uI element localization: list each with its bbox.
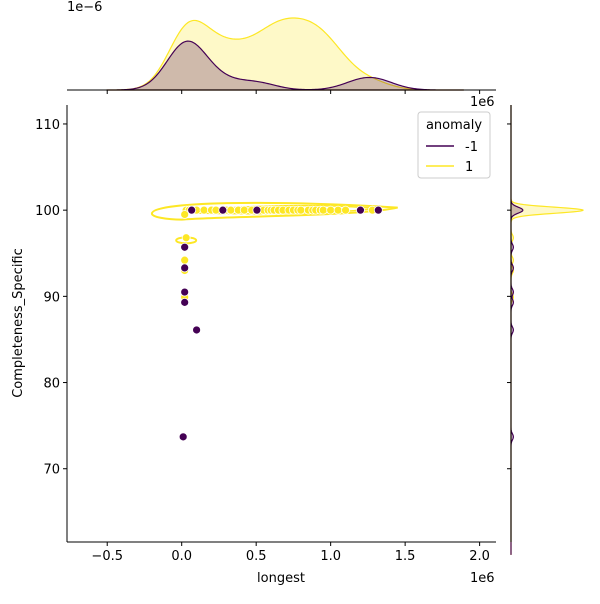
scatter-point-anomaly [180, 297, 190, 307]
legend-label-neg1: -1 [465, 140, 478, 155]
x-tick-label: 0.0 [171, 549, 192, 564]
right-kde-anomaly [510, 105, 524, 555]
x-tick-label: 1.0 [320, 549, 341, 564]
kde-contour-outer [150, 201, 398, 221]
scatter-point-normal [296, 205, 306, 215]
top-kde-normal [106, 17, 464, 91]
scatter-point-normal [239, 205, 249, 215]
density-offset-label: 1e−6 [67, 0, 102, 15]
legend-label-1: 1 [465, 160, 473, 175]
top-marginal-kde [106, 17, 464, 91]
scatter-points [178, 205, 383, 442]
scatter-point-normal [318, 205, 328, 215]
scatter-point-normal [180, 255, 190, 265]
right-kde-normal [510, 105, 585, 555]
y-tick-label: 110 [35, 118, 60, 133]
legend-title: anomaly [426, 118, 482, 133]
scatter-point-anomaly [356, 205, 365, 215]
scatter-point-anomaly [180, 242, 190, 252]
scatter-point-anomaly [180, 287, 190, 297]
scatter-point-normal [181, 233, 191, 243]
scatter-point-anomaly [178, 432, 188, 442]
legend: anomaly -1 1 [417, 111, 491, 179]
scatter-point-normal [199, 205, 209, 215]
scatter-point-normal [341, 205, 350, 215]
x-tick-label: −0.5 [91, 549, 123, 564]
x-tick-label: 0.5 [246, 549, 267, 564]
x-axis-label: longest [257, 571, 305, 586]
y-tick-label: 70 [43, 463, 60, 478]
scatter-point-normal [180, 210, 190, 219]
y-axis-label: Completeness_Specific [11, 248, 26, 398]
scatter-point-anomaly [373, 205, 383, 215]
top-kde-anomaly [106, 40, 464, 91]
scatter-point-anomaly [192, 325, 201, 335]
scatter-point-anomaly [218, 205, 228, 215]
scatter-point-anomaly [187, 205, 197, 215]
right-marginal-kde [510, 105, 585, 555]
scatter-point-normal [326, 205, 336, 215]
scatter-point-normal [333, 205, 343, 215]
x-tick-label: 1.5 [395, 549, 416, 564]
top-x-offset-label: 1e6 [470, 95, 495, 110]
y-tick-label: 100 [35, 204, 60, 219]
scatter-point-anomaly [180, 263, 190, 273]
scatter-point-anomaly [252, 205, 262, 215]
y-tick-label: 90 [43, 290, 60, 305]
scatter-point-normal [226, 205, 236, 215]
axes: −0.5 0.0 0.5 1.0 1.5 2.0 70 80 90 100 110 [35, 89, 512, 564]
y-tick-label: 80 [43, 377, 60, 392]
x-tick-label: 2.0 [469, 549, 490, 564]
x-offset-label: 1e6 [470, 571, 495, 586]
